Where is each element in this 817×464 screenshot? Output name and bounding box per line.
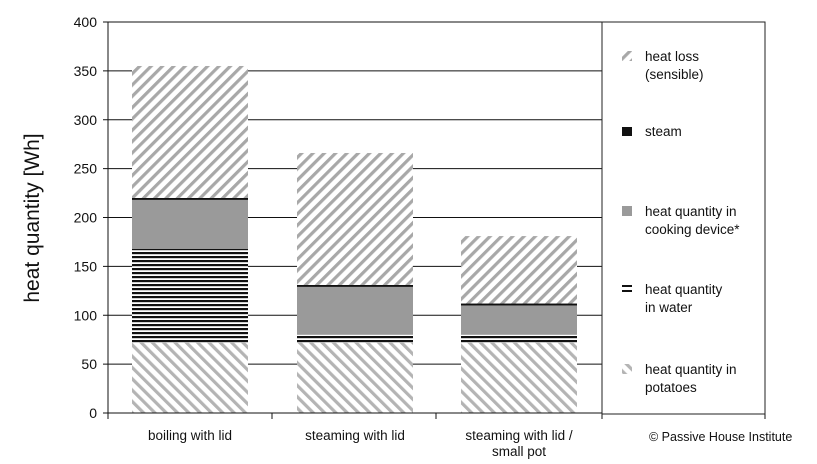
- legend-swatch: [622, 290, 632, 292]
- y-tick-label: 0: [89, 405, 97, 421]
- bar-segment: [297, 286, 413, 335]
- legend-label: heat quantity in: [645, 362, 737, 377]
- legend-label: steam: [645, 124, 682, 139]
- bar-segment: [461, 303, 577, 306]
- y-tick-label: 150: [74, 258, 98, 274]
- category-label: small pot: [492, 444, 546, 459]
- bar-segment: [297, 152, 413, 285]
- bar-segment: [461, 236, 577, 304]
- legend-label: potatoes: [645, 380, 697, 395]
- y-tick-label: 350: [74, 63, 98, 79]
- y-tick-label: 400: [74, 14, 98, 30]
- category-label: boiling with lid: [148, 428, 232, 443]
- category-label: steaming with lid /: [465, 428, 573, 443]
- y-tick-label: 300: [74, 112, 98, 128]
- bar-segment: [132, 65, 248, 198]
- legend: heat loss (sensible) steam heat quantity in…: [601, 21, 766, 415]
- bar-segment: [297, 284, 413, 287]
- y-tick-label: 250: [74, 161, 98, 177]
- legend-swatch: [622, 206, 632, 216]
- credit-text: © Passive House Institute: [649, 430, 792, 444]
- legend-label: heat loss: [645, 49, 699, 64]
- bar-segment: [461, 342, 577, 413]
- legend-label: cooking device*: [645, 222, 740, 237]
- legend-label: heat quantity in: [645, 204, 737, 219]
- y-tick-label: 100: [74, 307, 98, 323]
- bar-segment: [297, 334, 413, 343]
- legend-box: [601, 21, 766, 415]
- legend-label: (sensible): [645, 67, 704, 82]
- y-tick-label: 50: [81, 356, 97, 372]
- bar-segment: [461, 334, 577, 343]
- bars: [132, 65, 577, 413]
- bar-segment: [297, 342, 413, 413]
- legend-swatch: [622, 51, 632, 61]
- y-axis-label: heat quantity [Wh]: [21, 133, 44, 302]
- y-tick-labels: 0 50 100 150 200 250 300 350 400: [74, 14, 98, 421]
- legend-swatch: [622, 127, 632, 136]
- legend-swatch: [622, 285, 632, 287]
- legend-label: heat quantity: [645, 282, 723, 297]
- category-label: steaming with lid: [305, 428, 405, 443]
- bar-segment: [461, 305, 577, 335]
- bar-segment: [132, 197, 248, 200]
- y-tick-label: 200: [74, 210, 98, 226]
- legend-label: in water: [645, 300, 693, 315]
- legend-swatch: [622, 364, 632, 374]
- category-labels: boiling with lid steaming with lid steamin…: [148, 428, 573, 459]
- bar-segment: [132, 248, 248, 343]
- bar-segment: [132, 342, 248, 413]
- bar-segment: [132, 199, 248, 249]
